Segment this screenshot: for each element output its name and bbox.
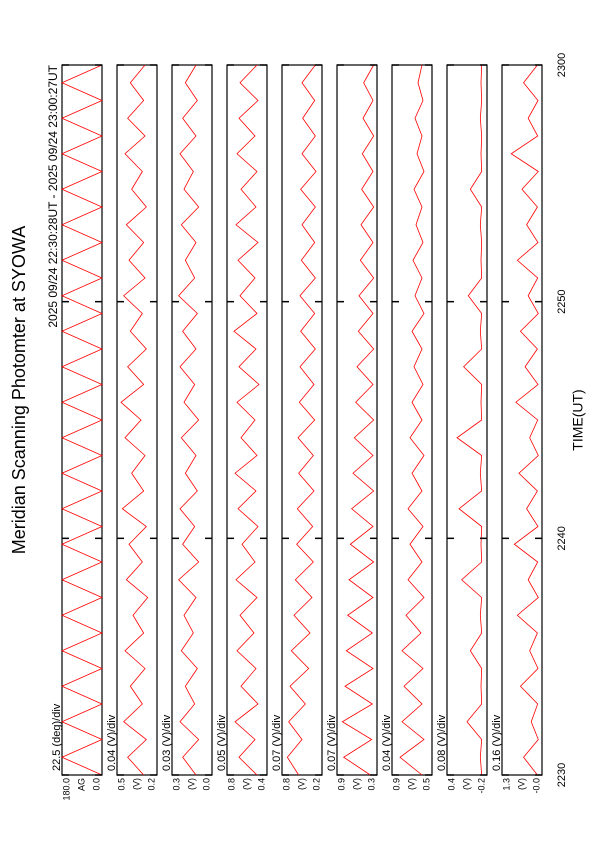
panel-frame <box>61 64 103 776</box>
y-axis-label: (V) <box>296 778 306 790</box>
panel-scale-label: 22.5 (deg)/div <box>51 703 63 771</box>
panel-frame <box>226 64 268 776</box>
panel-frame <box>171 64 213 776</box>
y-tick-label: 180.0 <box>61 778 71 801</box>
y-tick-label: 0.2 <box>146 778 156 791</box>
panel-frame <box>501 64 543 776</box>
panel-scale-label: 0.07 (V)/div <box>326 714 338 771</box>
y-tick-label: 0.0 <box>91 778 101 791</box>
y-axis-label: (V) <box>186 778 196 790</box>
data-line <box>341 64 375 776</box>
panel-frame <box>391 64 433 776</box>
data-line <box>61 64 103 776</box>
panel-scale-label: 0.08 (V)/div <box>436 714 448 771</box>
data-line <box>286 64 317 776</box>
x-tick-label: 2230 <box>556 763 568 787</box>
panel-scale-label: 0.03 (V)/div <box>161 714 173 771</box>
y-axis-label: (V) <box>406 778 416 790</box>
y-tick-label: 0.8 <box>281 778 291 791</box>
x-tick-label: 2250 <box>556 289 568 313</box>
panel-scale-label: 0.04 (V)/div <box>381 714 393 771</box>
y-tick-label: 0.9 <box>391 778 401 791</box>
x-tick-label: 2300 <box>556 53 568 77</box>
panel-frame <box>116 64 158 776</box>
y-axis-label: (V) <box>461 778 471 790</box>
data-line <box>178 64 200 776</box>
x-axis-label: TIME(UT) <box>570 389 586 450</box>
y-tick-label: 0.3 <box>366 778 376 791</box>
panel-frame <box>281 64 323 776</box>
panel-scale-label: 0.04 (V)/div <box>106 714 118 771</box>
y-tick-label: 1.3 <box>501 778 511 791</box>
data-line <box>456 64 483 776</box>
panel-frame <box>446 64 488 776</box>
y-tick-label: 0.5 <box>421 778 431 791</box>
rotated-plot: Meridian Scanning Photomter at SYOWA 202… <box>9 53 586 801</box>
y-axis-label: (V) <box>351 778 361 790</box>
chart-subtitle: 2025 09/24 22:30:28UT - 2025 09/24 23:00… <box>46 64 60 327</box>
y-axis-label: (V) <box>241 778 251 790</box>
data-line <box>510 64 539 776</box>
y-tick-label: 0.5 <box>116 778 126 791</box>
y-axis-label: AG <box>76 778 86 791</box>
y-axis-label: (V) <box>131 778 141 790</box>
y-tick-label: 0.4 <box>446 778 456 791</box>
y-tick-label: 0.0 <box>201 778 211 791</box>
y-axis-label: (V) <box>516 778 526 790</box>
y-tick-label: -0.2 <box>476 778 486 794</box>
y-tick-label: 0.4 <box>256 778 266 791</box>
panel-frame <box>336 64 378 776</box>
data-line <box>233 64 260 776</box>
y-tick-label: 0.8 <box>226 778 236 791</box>
chart-title: Meridian Scanning Photomter at SYOWA <box>9 226 29 554</box>
panel-scale-label: 0.07 (V)/div <box>271 714 283 771</box>
panel-scale-label: 0.16 (V)/div <box>491 714 503 771</box>
data-line <box>120 64 149 776</box>
y-tick-label: -0.0 <box>531 778 541 794</box>
x-tick-label: 2240 <box>556 526 568 550</box>
y-tick-label: 0.3 <box>171 778 181 791</box>
y-tick-label: 0.2 <box>311 778 321 791</box>
y-tick-label: 0.9 <box>336 778 346 791</box>
data-line <box>399 64 425 776</box>
panel-scale-label: 0.05 (V)/div <box>216 714 228 771</box>
